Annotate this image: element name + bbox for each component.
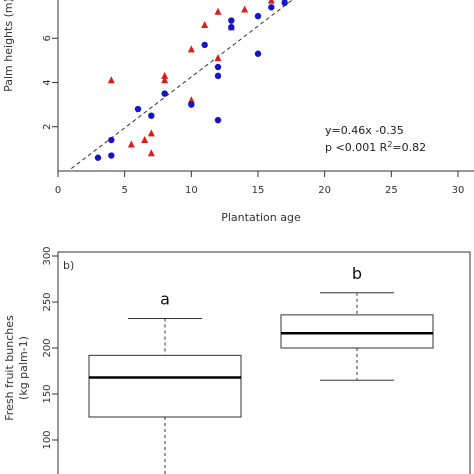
regression-line <box>71 0 293 169</box>
group-letter: a <box>160 290 170 309</box>
y-ticks: 2 4 6 <box>42 35 58 130</box>
circle-point <box>214 72 222 80</box>
plot-frame <box>57 251 471 474</box>
triangle-point <box>187 45 195 53</box>
triangle-point <box>127 140 135 148</box>
circle-point <box>108 152 115 159</box>
x-tick-label: 30 <box>452 185 465 196</box>
y-tick-label: 250 <box>42 292 53 311</box>
x-ticks: 0 5 10 15 20 25 30 <box>55 171 465 196</box>
group-letter: b <box>352 264 362 283</box>
circle-point <box>228 17 235 24</box>
triangle-point <box>201 20 209 28</box>
y-tick-label: 2 <box>42 124 53 130</box>
x-tick-label: 10 <box>185 185 198 196</box>
circle-point <box>268 4 275 11</box>
x-tick-label: 0 <box>55 185 61 196</box>
y-ticks: 50100150200250300 <box>42 246 58 450</box>
circle-point <box>188 101 195 108</box>
circle-point <box>108 136 115 144</box>
y-axis-title: Palm heights (m) <box>2 0 15 92</box>
circle-point <box>254 50 262 57</box>
circle-point <box>94 154 102 161</box>
equation-label: y=0.46x -0.35 <box>325 124 404 137</box>
triangle-point <box>214 54 222 62</box>
triangle-point <box>161 76 169 84</box>
x-axis-title: Plantation age <box>221 211 301 224</box>
x-tick-label: 20 <box>318 185 331 196</box>
y-axis-title-line1: Fresh fruit bunches <box>3 315 16 421</box>
stats-superscript: 2 <box>387 140 392 149</box>
y-tick-label: 150 <box>42 384 53 403</box>
iqr-box <box>280 314 434 349</box>
triangle-point <box>147 129 155 137</box>
circle-point <box>134 105 142 113</box>
x-tick-label: 5 <box>121 185 127 196</box>
panel-label: b) <box>63 259 74 272</box>
box: b <box>280 264 434 381</box>
y-tick-label: 200 <box>42 338 53 357</box>
circle-point <box>254 12 262 20</box>
circle-point <box>228 23 235 31</box>
y-axis-title-line2: (kg palm-1) <box>17 336 30 400</box>
triangle-point <box>107 76 115 84</box>
triangle-point <box>241 5 249 13</box>
boxplot-panel: b) 50100150200250300 ab Fresh fruit bunc… <box>3 246 471 474</box>
triangle-point <box>161 71 169 79</box>
triangle-point <box>187 96 195 104</box>
y-tick-label: 300 <box>42 246 53 265</box>
series-triangles <box>107 0 275 157</box>
circle-point <box>281 0 288 7</box>
x-tick-label: 15 <box>252 185 265 196</box>
y-tick-label: 4 <box>42 79 53 85</box>
circle-point <box>214 116 222 124</box>
circle-point <box>281 0 288 2</box>
iqr-box <box>88 354 242 418</box>
triangle-point <box>147 149 155 157</box>
circle-point <box>148 112 155 119</box>
circle-point <box>161 90 168 97</box>
circle-point <box>214 63 222 71</box>
series-circles <box>94 0 288 161</box>
box: a <box>88 290 242 474</box>
boxes: ab <box>88 264 434 474</box>
y-tick-label: 6 <box>42 35 53 41</box>
triangle-point <box>141 136 149 144</box>
y-tick-label: 100 <box>42 430 53 449</box>
triangle-point <box>214 7 222 15</box>
stats-prefix: p <0.001 R <box>325 141 388 154</box>
x-tick-label: 25 <box>385 185 398 196</box>
stats-suffix: =0.82 <box>392 141 426 154</box>
circle-point <box>201 41 208 49</box>
scatter-panel: 2 4 6 0 5 10 15 20 25 30 y=0.46x -0.35 p <0.001 … <box>2 0 474 224</box>
triangle-point <box>267 0 275 4</box>
stats-label: p <0.001 R2=0.82 <box>325 140 426 154</box>
